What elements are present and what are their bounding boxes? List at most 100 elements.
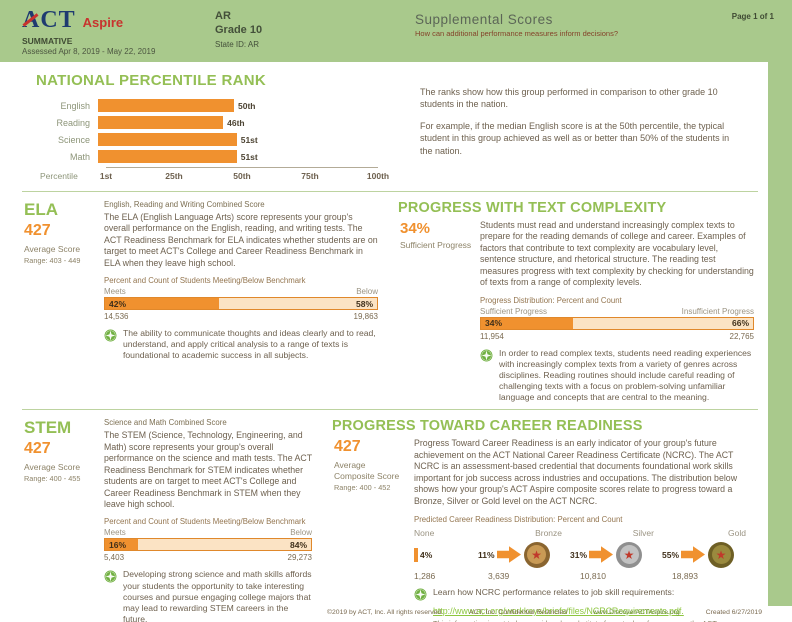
stem-score-label: Average Score xyxy=(24,462,81,473)
sufficient-count: 11,954 xyxy=(480,331,504,341)
stem-below-label: Below xyxy=(290,528,312,538)
npr-bar-math xyxy=(98,150,237,163)
text-complexity-stat-block: 34% Sufficient Progress xyxy=(398,220,472,403)
silver-pct: 31% xyxy=(570,549,588,560)
npr-bar-value: 51st xyxy=(240,151,258,162)
program-label: SUMMATIVE xyxy=(22,36,73,46)
org-grade: Grade 10 xyxy=(215,23,263,36)
npr-bar-value: 46th xyxy=(227,117,245,128)
stem-content: Science and Math Combined Score The STEM… xyxy=(104,418,316,622)
stem-below-count: 29,273 xyxy=(287,553,312,563)
report-footer: ©2019 by ACT, Inc. All rights reserved. … xyxy=(0,602,792,622)
none-pct: 4% xyxy=(420,549,433,560)
stem-section: STEM 427 Average Score Range: 400 - 455 … xyxy=(22,418,316,622)
stem-benchmark-bar: 16% 84% xyxy=(104,538,312,552)
career-content: Progress Toward Career Readiness is an e… xyxy=(414,438,758,622)
gold-label: Gold xyxy=(728,527,746,538)
ela-insight: The ability to communicate thoughts and … xyxy=(104,328,378,362)
bronze-pct: 11% xyxy=(478,549,495,560)
sufficient-label: Sufficient Progress xyxy=(480,306,547,316)
silver-count: 10,810 xyxy=(580,570,606,581)
ela-title: ELA xyxy=(24,200,58,219)
compass-star-icon xyxy=(414,588,427,601)
npr-section-title: NATIONAL PERCENTILE RANK xyxy=(36,72,266,89)
text-complexity-content: Students must read and understand increa… xyxy=(480,220,758,403)
ela-description: The ELA (English Language Arts) score re… xyxy=(104,212,378,268)
compass-star-icon xyxy=(480,349,493,361)
progress-distribution-title: Progress Distribution: Percent and Count xyxy=(480,295,622,305)
npr-bar-reading xyxy=(98,116,224,129)
ela-subtitle: English, Reading and Writing Combined Sc… xyxy=(104,200,265,209)
career-category-silver: Silver 31% ★ 10,810 xyxy=(570,528,662,581)
npr-description: The ranks show how this group performed … xyxy=(392,72,758,183)
career-distribution-title: Predicted Career Readiness Distribution:… xyxy=(414,514,623,524)
ncrc-requirements-link[interactable]: http://www.act.org/workkeys/briefs/files… xyxy=(433,605,684,616)
gold-pct: 55% xyxy=(662,549,680,560)
insufficient-label: Insufficient Progress xyxy=(681,306,754,316)
insufficient-count: 22,765 xyxy=(729,331,754,341)
act-aspire-logo: ACT Aspire xyxy=(22,8,200,32)
arrow-right-icon xyxy=(589,546,614,564)
arrow-right-icon xyxy=(681,546,706,564)
report-header: ACT Aspire SUMMATIVE Assessed Apr 8, 201… xyxy=(0,0,792,62)
stem-meets-segment: 16% xyxy=(105,539,138,551)
stem-benchmark-title: Percent and Count of Students Meeting/Be… xyxy=(104,517,306,527)
ela-below-segment: 58% xyxy=(219,298,377,310)
npr-bar-value: 50th xyxy=(238,100,256,111)
right-green-border xyxy=(768,62,792,606)
stem-average-score: 427 xyxy=(24,440,51,458)
career-category-none: None 4% 1,286 xyxy=(414,528,478,581)
insufficient-pct: 66% xyxy=(731,318,749,329)
npr-tick: 25th xyxy=(165,171,183,181)
ela-score-label: Average Score xyxy=(24,244,81,254)
ela-meets-count: 14,536 xyxy=(104,312,129,322)
npr-bar-value: 51st xyxy=(240,134,258,145)
aspire-logo-text: Aspire xyxy=(82,15,124,30)
brand-block: ACT Aspire SUMMATIVE Assessed Apr 8, 201… xyxy=(0,0,200,56)
stem-description: The STEM (Science, Technology, Engineeri… xyxy=(104,430,312,509)
stem-meets-count: 5,403 xyxy=(104,553,125,563)
sufficient-progress-pct: 34% xyxy=(400,220,431,237)
ela-benchmark-bar: 42% 58% xyxy=(104,297,378,311)
bronze-label: Bronze xyxy=(535,527,562,538)
aspire-site-link[interactable]: www.DiscoverACTAspire.org xyxy=(592,608,680,616)
org-block: AR Grade 10 State ID: AR xyxy=(215,0,415,49)
career-category-bronze: Bronze 11% ★ 3,639 xyxy=(478,528,570,581)
stem-meets-pct: 16% xyxy=(109,539,127,550)
npr-bar-label: English xyxy=(60,100,90,111)
gold-count: 18,893 xyxy=(672,570,698,581)
npr-bar-label: Reading xyxy=(56,117,90,128)
none-label: None xyxy=(414,527,435,538)
org-state: AR xyxy=(215,10,231,22)
ela-below-pct: 58% xyxy=(355,298,373,309)
ncrc-disclaimer: This information is not to be considered… xyxy=(433,619,733,622)
sufficient-pct: 34% xyxy=(485,318,503,329)
stem-score-range: Range: 400 - 455 xyxy=(24,474,81,484)
career-distribution: None 4% 1,286 Bronze 11% xyxy=(414,528,754,581)
org-state-id: State ID: AR xyxy=(215,39,260,49)
compass-star-icon xyxy=(104,570,117,583)
npr-note-1: The ranks show how this group performed … xyxy=(420,87,718,110)
career-description: Progress Toward Career Readiness is an e… xyxy=(414,438,738,506)
ela-benchmark-title: Percent and Count of Students Meeting/Be… xyxy=(104,276,306,286)
assessed-dates: Assessed Apr 8, 2019 - May 22, 2019 xyxy=(22,47,156,56)
text-complexity-title: PROGRESS WITH TEXT COMPLEXITY xyxy=(398,200,667,216)
gold-medal-icon: ★ xyxy=(708,541,735,568)
sufficient-progress-label: Sufficient Progress xyxy=(400,240,472,250)
ela-insight-text: The ability to communicate thoughts and … xyxy=(123,328,376,361)
none-count: 1,286 xyxy=(414,570,436,581)
ela-below-count: 19,863 xyxy=(353,312,378,322)
row-stem-career: STEM 427 Average Score Range: 400 - 455 … xyxy=(22,410,758,622)
npr-bar-english xyxy=(98,99,234,112)
ncrc-learn-text: Learn how NCRC performance relates to jo… xyxy=(433,586,675,597)
page-number: Page 1 of 1 xyxy=(731,12,774,21)
career-readiness-title: PROGRESS TOWARD CAREER READINESS xyxy=(332,418,643,435)
npr-bar-label: Math xyxy=(69,151,90,162)
text-complexity-insight: In order to read complex texts, students… xyxy=(480,348,754,404)
ela-section: ELA 427 Average Score Range: 403 - 449 E… xyxy=(22,200,382,403)
compass-star-icon xyxy=(104,329,117,342)
created-date: Created 6/27/2019 xyxy=(705,608,762,616)
stem-below-pct: 84% xyxy=(289,539,307,550)
npr-bar-row-math: Math 51st xyxy=(36,150,392,163)
career-category-gold: Gold 55% ★ 18,893 xyxy=(662,528,754,581)
